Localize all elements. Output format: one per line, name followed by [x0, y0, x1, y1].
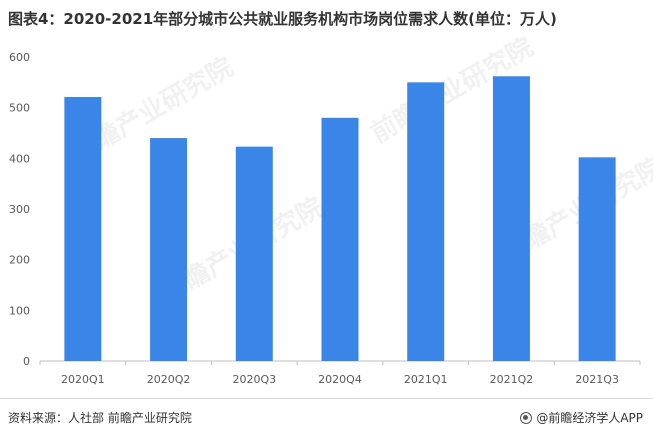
y-tick-label: 600 — [9, 51, 30, 64]
y-tick-label: 200 — [9, 254, 30, 267]
x-tick-label: 2020Q1 — [61, 373, 105, 386]
y-tick-label: 100 — [9, 304, 30, 317]
bar — [321, 117, 359, 361]
bar — [235, 146, 273, 361]
y-tick-label: 0 — [23, 355, 30, 368]
bar — [492, 76, 530, 362]
bar — [150, 138, 188, 361]
bar — [578, 157, 616, 361]
y-tick-label: 400 — [9, 152, 30, 165]
brand-label: @前瞻经济学人APP — [536, 411, 643, 425]
brand-credit: @前瞻经济学人APP — [520, 409, 643, 426]
y-tick-label: 500 — [9, 102, 30, 115]
chart-title: 图表4：2020-2021年部分城市公共就业服务机构市场岗位需求人数(单位：万人… — [8, 10, 557, 28]
source-note: 资料来源：人社部 前瞻产业研究院 — [8, 411, 192, 425]
x-tick-label: 2020Q2 — [147, 373, 191, 386]
x-tick-label: 2021Q2 — [490, 373, 534, 386]
footer: 资料来源：人社部 前瞻产业研究院 @前瞻经济学人APP — [0, 398, 653, 436]
bar — [407, 82, 445, 361]
brand-logo-icon — [520, 411, 533, 424]
x-tick-label: 2020Q4 — [318, 373, 362, 386]
bar-chart: 0 100 200 300 400 500 600 2020Q1 2020Q2 2020Q3 202… — [9, 51, 641, 386]
x-tick-label: 2021Q3 — [575, 373, 619, 386]
x-tick-label: 2020Q3 — [232, 373, 276, 386]
y-tick-label: 300 — [9, 203, 30, 216]
x-tick-label: 2021Q1 — [404, 373, 448, 386]
bar — [64, 97, 102, 361]
